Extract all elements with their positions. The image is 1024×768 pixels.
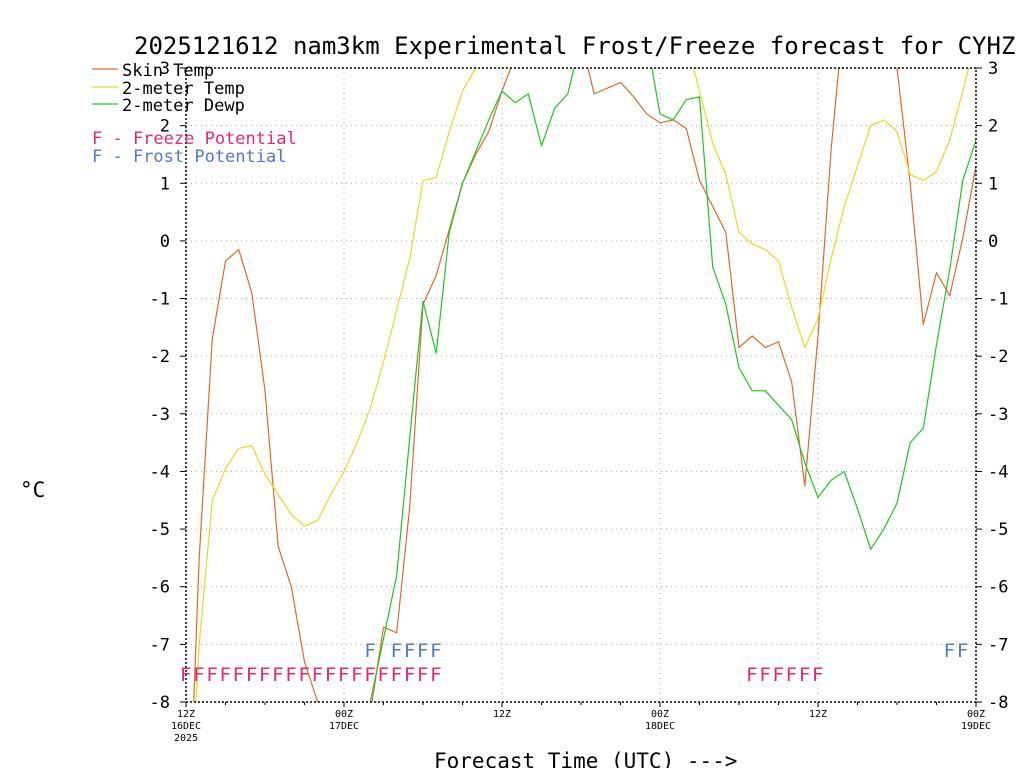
frost-flag: F (391, 640, 402, 662)
y-tick-label-left: -5 (150, 520, 170, 540)
y-tick-label-left: -1 (150, 290, 170, 310)
freeze-flag: F (338, 664, 349, 686)
freeze-flag: F (378, 664, 389, 686)
frost-flag: F (944, 640, 955, 662)
legend-frost-potential: F - Frost Potential (92, 147, 286, 167)
x-tick-label: 00Z (967, 709, 985, 720)
x-tick-label: 18DEC (645, 721, 675, 732)
y-tick-label-left: -6 (150, 578, 170, 598)
x-tick-label: 00Z (335, 709, 353, 720)
y-tick-label-right: -6 (988, 578, 1008, 598)
freeze-flag: F (193, 664, 204, 686)
freeze-flag: F (206, 664, 217, 686)
freeze-flag: F (220, 664, 231, 686)
freeze-flag: F (246, 664, 257, 686)
legend-2m-temp: 2-meter Temp (122, 79, 245, 99)
y-tick-label-right: 2 (988, 117, 998, 137)
y-tick-label-left: -3 (150, 405, 170, 425)
legend-2m-dewp: 2-meter Dewp (122, 96, 245, 116)
x-tick-label: 12Z (177, 709, 195, 720)
freeze-flag: F (299, 664, 310, 686)
freeze-flag: F (812, 664, 823, 686)
frost-flag: F (430, 640, 441, 662)
freeze-flag: F (351, 664, 362, 686)
y-tick-label-right: -4 (988, 462, 1008, 482)
freeze-flag: F (404, 664, 415, 686)
y-tick-label-right: 0 (988, 232, 998, 252)
y-tick-label-left: 0 (160, 232, 170, 252)
freeze-flag: F (746, 664, 757, 686)
x-tick-label: 16DEC (171, 721, 201, 732)
y-tick-label-left: -7 (150, 635, 170, 655)
axis-ticks: -8 -8 -7 -7 -6 -6 -5 -5 -4 -4 -3 -3 -2 -2 -1 -1 0 0 1 1 2 2 3 3… (150, 59, 1009, 744)
y-tick-label-right: -1 (988, 290, 1008, 310)
freeze-flag: F (233, 664, 244, 686)
legend-freeze-potential: F - Freeze Potential (92, 129, 297, 149)
y-tick-label-right: 1 (988, 174, 998, 194)
x-axis-label: Forecast Time (UTC) ---> (434, 749, 737, 768)
series-line-2 (369, 68, 976, 702)
y-tick-label-left: -8 (150, 693, 170, 713)
y-tick-label-right: -8 (988, 693, 1008, 713)
frost-flag: F (404, 640, 415, 662)
chart-title: 2025121612 nam3km Experimental Frost/Fre… (134, 32, 1015, 60)
y-tick-label-left: 1 (160, 174, 170, 194)
freeze-flag: F (430, 664, 441, 686)
series-line-1 (195, 68, 970, 702)
freeze-flag: F (417, 664, 428, 686)
y-tick-label-right: -3 (988, 405, 1008, 425)
y-tick-label-right: -2 (988, 347, 1008, 367)
freeze-flag: F (285, 664, 296, 686)
frost-flag: F (957, 640, 968, 662)
freeze-flag: F (786, 664, 797, 686)
y-axis-label: °C (20, 478, 45, 502)
series-line-0 (193, 68, 976, 702)
freeze-flag: F (272, 664, 283, 686)
y-tick-label-left: -2 (150, 347, 170, 367)
freeze-flag: F (391, 664, 402, 686)
freeze-flag: F (799, 664, 810, 686)
y-tick-label-right: -7 (988, 635, 1008, 655)
legend: Skin Temp 2-meter Temp 2-meter Dewp F - … (92, 61, 297, 167)
freeze-flag: F (312, 664, 323, 686)
freeze-flag: F (180, 664, 191, 686)
x-tick-label: 12Z (493, 709, 511, 720)
x-tick-label: 2025 (174, 733, 198, 744)
freeze-flag: F (759, 664, 770, 686)
x-tick-label: 19DEC (961, 721, 991, 732)
frost-flag: F (417, 640, 428, 662)
x-tick-label: 12Z (809, 709, 827, 720)
x-tick-label: 17DEC (329, 721, 359, 732)
y-tick-label-right: 3 (988, 59, 998, 79)
y-tick-label-left: 2 (160, 117, 170, 137)
potential-flags: F F F F F F FF F F F F F F F F F F F F F F F F F F F F F F F F F (180, 640, 968, 686)
freeze-flag: F (364, 664, 375, 686)
x-tick-label: 00Z (651, 709, 669, 720)
freeze-flag: F (773, 664, 784, 686)
freeze-flag: F (259, 664, 270, 686)
y-tick-label-right: -5 (988, 520, 1008, 540)
frost-flag: F (364, 640, 375, 662)
series-group (193, 68, 976, 702)
y-tick-label-left: -4 (150, 462, 170, 482)
legend-skin-temp: Skin Temp (122, 61, 214, 81)
y-tick-label-left: 3 (160, 59, 170, 79)
freeze-flag: F (325, 664, 336, 686)
